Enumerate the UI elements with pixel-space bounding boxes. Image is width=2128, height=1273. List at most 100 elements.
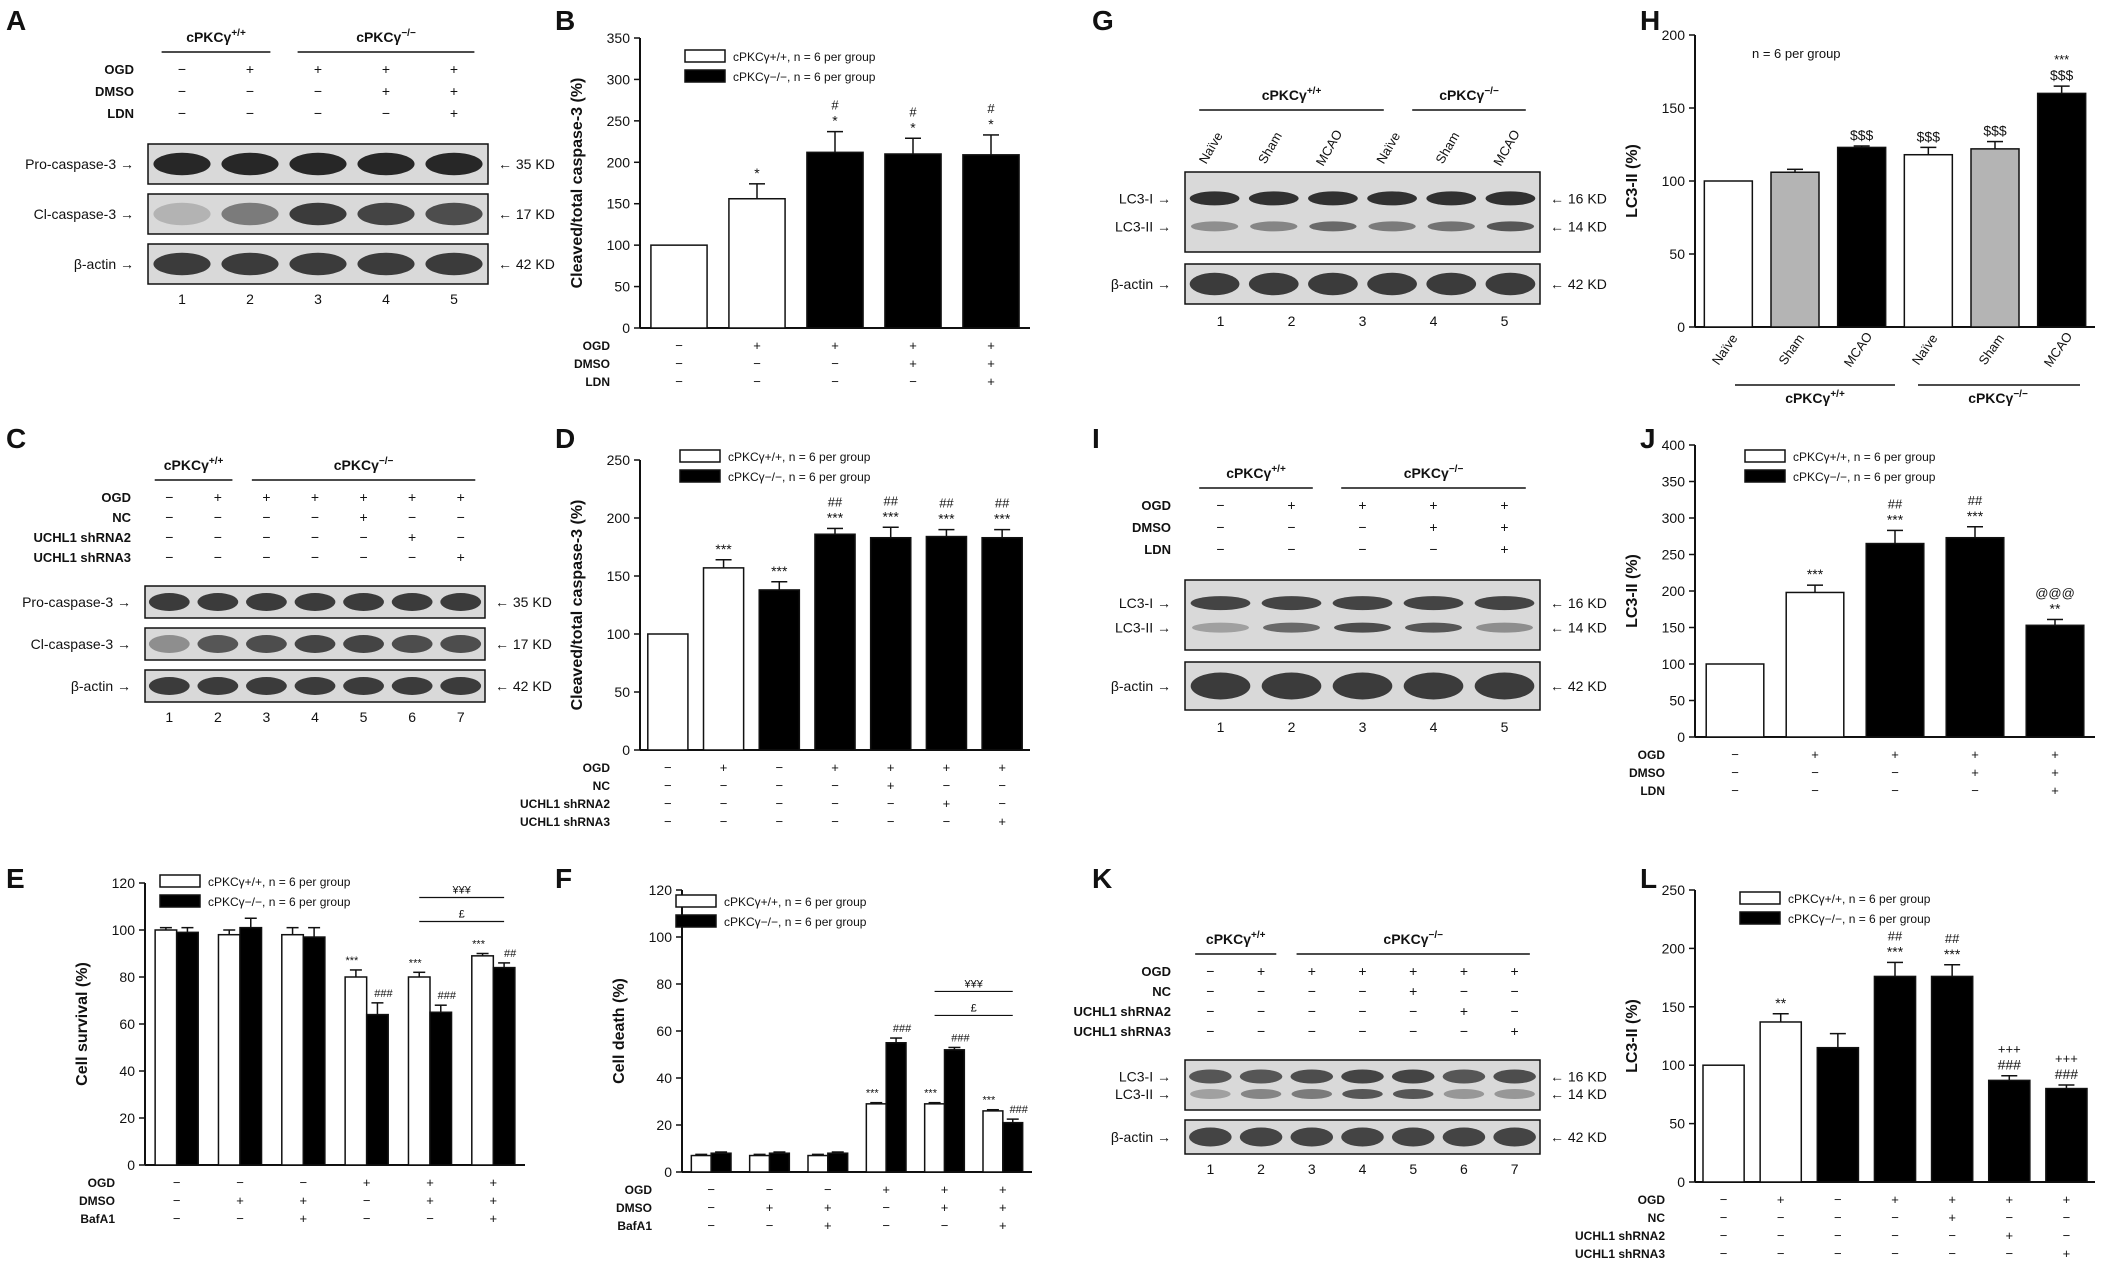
treatment-sign: −	[359, 549, 367, 565]
treatment-label: UCHL1 shRNA2	[1575, 1229, 1665, 1243]
treatment-sign: −	[1834, 1192, 1842, 1207]
significance-marker: ***	[1807, 566, 1824, 582]
treatment-sign: −	[214, 509, 222, 525]
significance-marker: +++	[2055, 1051, 2078, 1066]
y-tick-label: 150	[607, 568, 631, 584]
bar-wt	[647, 633, 689, 751]
treatment-sign: −	[165, 489, 173, 505]
y-tick-label: 200	[607, 510, 631, 526]
treatment-sign: −	[909, 374, 917, 389]
significance-marker: ***	[938, 511, 955, 527]
bar-ko	[827, 1152, 849, 1173]
lane-number: 1	[1217, 719, 1225, 735]
protein-band	[1442, 1127, 1486, 1147]
protein-band	[1309, 221, 1357, 232]
treatment-sign: +	[2051, 783, 2059, 798]
treatment-sign: −	[1409, 1003, 1417, 1019]
protein-band	[197, 593, 239, 611]
treatment-label: NC	[112, 510, 131, 525]
treatment-sign: +	[1358, 497, 1366, 513]
treatment-sign: −	[314, 83, 322, 99]
significance-marker: ***	[866, 1088, 880, 1100]
bar-wt	[217, 933, 241, 1166]
significance-marker: ##	[1888, 496, 1903, 511]
lane-number: 3	[314, 291, 322, 307]
y-tick-label: 60	[656, 1023, 672, 1039]
significance-marker: ***	[771, 563, 788, 579]
significance-marker: ##	[1945, 931, 1960, 946]
treatment-label: UCHL1 shRNA3	[1073, 1024, 1171, 1039]
legend-swatch-wt	[1744, 449, 1786, 463]
significance-marker: ***	[1887, 943, 1904, 959]
y-tick-label: 150	[607, 196, 631, 212]
treatment-sign: +	[1500, 541, 1508, 557]
treatment-sign: −	[1948, 1228, 1956, 1243]
genotype-label-wt: cPKCγ+/+	[186, 28, 246, 45]
protein-band	[1192, 622, 1249, 633]
treatment-sign: −	[664, 778, 672, 793]
x-category-label: Sham	[1975, 331, 2007, 367]
treatment-sign: +	[2051, 747, 2059, 762]
treatment-sign: +	[490, 1193, 498, 1208]
significance-marker: ###	[951, 1032, 970, 1044]
treatment-sign: −	[887, 814, 895, 829]
treatment-sign: +	[909, 338, 917, 353]
y-axis-title: Cleaved/total caspase-3 (%)	[569, 78, 586, 289]
y-tick-label: 300	[607, 71, 631, 87]
protein-band	[1367, 272, 1417, 296]
bar-wt	[748, 1154, 771, 1173]
y-tick-label: 350	[607, 30, 631, 46]
genotype-label-wt: cPKCγ+/+	[164, 456, 224, 473]
treatment-sign: +	[490, 1211, 498, 1226]
bar-ko	[1945, 536, 2005, 738]
treatment-sign: +	[1500, 497, 1508, 513]
treatment-sign: −	[1206, 983, 1214, 999]
treatment-label: BafA1	[80, 1212, 115, 1226]
treatment-sign: −	[1891, 1228, 1899, 1243]
molecular-weight-label: ← 42 KD	[1550, 1129, 1607, 1145]
treatment-sign: +	[831, 338, 839, 353]
y-tick-label: 20	[119, 1110, 135, 1126]
legend-swatch-wt	[679, 449, 721, 463]
significance-marker: ***	[924, 1088, 938, 1100]
panel-letter-C: C	[6, 423, 26, 454]
treatment-sign: −	[1720, 1192, 1728, 1207]
treatment-sign: −	[363, 1193, 371, 1208]
lane-number: 2	[1257, 1161, 1265, 1177]
treatment-label: OGD	[583, 761, 611, 775]
treatment-sign: +	[1429, 497, 1437, 513]
treatment-sign: −	[1358, 983, 1366, 999]
protein-band	[1248, 272, 1299, 296]
y-tick-label: 250	[1662, 547, 1686, 563]
treatment-sign: −	[664, 796, 672, 811]
treatment-sign: +	[2063, 1246, 2071, 1261]
treatment-label: DMSO	[79, 1194, 115, 1208]
protein-band	[425, 252, 483, 276]
protein-band	[343, 677, 384, 695]
y-tick-label: 0	[1677, 729, 1685, 745]
protein-band	[391, 593, 433, 611]
treatment-sign: +	[359, 509, 367, 525]
protein-band	[1405, 622, 1462, 633]
treatment-sign: +	[909, 356, 917, 371]
significance-marker: #	[909, 104, 917, 119]
treatment-sign: −	[408, 509, 416, 525]
lane-number: 2	[1288, 313, 1296, 329]
legend-swatch-wt	[159, 874, 201, 888]
legend-swatch-ko	[159, 894, 201, 908]
significance-marker: #	[987, 101, 995, 116]
bar-ko	[1987, 1079, 2031, 1183]
x-category-label: Naïve	[1709, 331, 1741, 367]
treatment-sign: +	[882, 1182, 890, 1197]
panel-letter-B: B	[555, 5, 575, 36]
y-tick-label: 100	[649, 929, 673, 945]
protein-band	[1391, 1127, 1435, 1147]
treatment-label: DMSO	[616, 1201, 652, 1215]
treatment-sign: −	[1409, 1023, 1417, 1039]
bar-wt	[1705, 663, 1765, 738]
treatment-sign: +	[1511, 1023, 1519, 1039]
treatment-sign: +	[426, 1175, 434, 1190]
treatment-sign: +	[314, 61, 322, 77]
treatment-label: UCHL1 shRNA3	[1575, 1247, 1665, 1261]
legend-swatch-ko	[684, 69, 726, 83]
